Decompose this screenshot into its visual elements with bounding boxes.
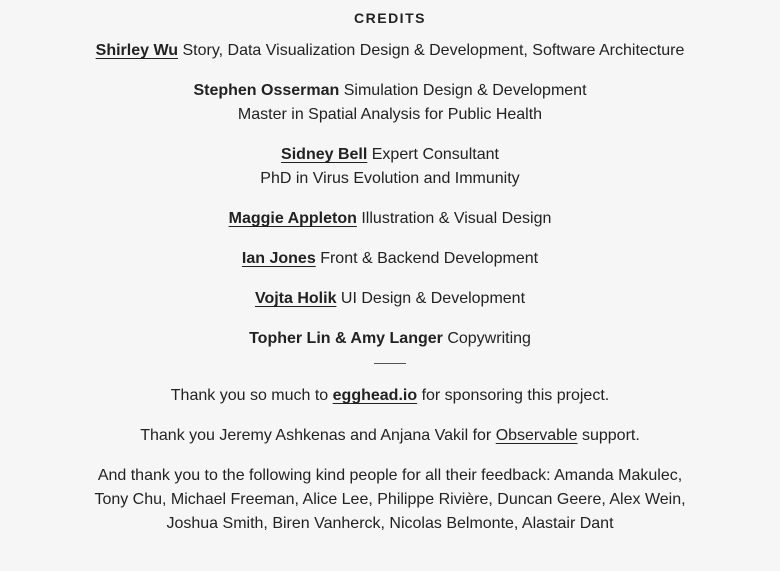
credit-role: Simulation Design & Development: [343, 82, 587, 99]
credit-name: Stephen Osserman: [193, 82, 340, 99]
credit-name-link[interactable]: Maggie Appleton: [228, 210, 357, 227]
feedback-thanks: And thank you to the following kind peop…: [94, 467, 686, 532]
credit-subtitle: Master in Spatial Analysis for Public He…: [237, 106, 543, 123]
credit-entry: Stephen Osserman Simulation Design & Dev…: [0, 79, 780, 127]
observable-thanks: Thank you Jeremy Ashkenas and Anjana Vak…: [0, 424, 780, 448]
credit-role: Copywriting: [447, 330, 531, 347]
credit-name: Topher Lin & Amy Langer: [249, 330, 443, 347]
credit-entry: Ian Jones Front & Backend Development: [0, 247, 780, 271]
section-divider: [374, 363, 406, 364]
credit-role: Front & Backend Development: [320, 250, 539, 267]
credit-name-link[interactable]: Ian Jones: [241, 250, 316, 267]
sponsor-prefix: Thank you so much to: [170, 387, 329, 404]
credits-heading: CREDITS: [354, 10, 426, 26]
credit-entry: Sidney Bell Expert Consultant PhD in Vir…: [0, 143, 780, 191]
credit-role: Story, Data Visualization Design & Devel…: [182, 42, 685, 59]
sponsor-link[interactable]: egghead.io: [332, 387, 418, 404]
credit-entry: Vojta Holik UI Design & Development: [0, 287, 780, 311]
sponsor-thanks: Thank you so much to egghead.io for spon…: [0, 384, 780, 408]
credit-entry: Maggie Appleton Illustration & Visual De…: [0, 207, 780, 231]
sponsor-suffix: for sponsoring this project.: [421, 387, 610, 404]
credit-entry: Shirley Wu Story, Data Visualization Des…: [0, 39, 780, 63]
observable-prefix: Thank you Jeremy Ashkenas and Anjana Vak…: [140, 427, 492, 444]
credits-list: Shirley Wu Story, Data Visualization Des…: [0, 39, 780, 351]
observable-suffix: support.: [581, 427, 640, 444]
credit-role: Expert Consultant: [371, 146, 499, 163]
credit-name-link[interactable]: Sidney Bell: [281, 146, 368, 163]
credit-role: Illustration & Visual Design: [361, 210, 552, 227]
credit-name-link[interactable]: Vojta Holik: [254, 290, 337, 307]
credit-role: UI Design & Development: [340, 290, 526, 307]
credit-name-link[interactable]: Shirley Wu: [95, 42, 179, 59]
credit-subtitle: PhD in Virus Evolution and Immunity: [260, 170, 520, 187]
credit-entry: Topher Lin & Amy Langer Copywriting: [0, 327, 780, 351]
observable-link[interactable]: Observable: [495, 427, 578, 444]
